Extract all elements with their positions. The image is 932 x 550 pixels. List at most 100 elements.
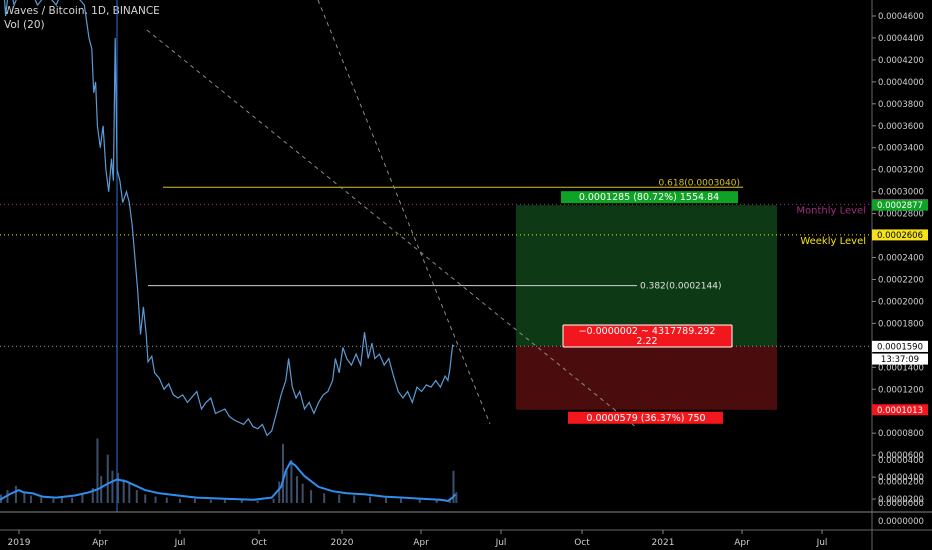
volume-bar (193, 498, 196, 503)
y-tick-label: 0.0004600 (878, 12, 924, 22)
x-tick-label: Jul (174, 538, 186, 548)
position-info-box[interactable] (562, 324, 733, 348)
volume-bar (122, 479, 125, 503)
volume-bar (81, 493, 84, 503)
trendline-short[interactable] (146, 29, 638, 429)
x-tick-label: Jul (816, 538, 828, 548)
y-tick-label: 0.0001400 (878, 363, 924, 373)
y-tick-label: 0.0004400 (878, 34, 924, 44)
price-axis-tag-text: 0.0002606 (877, 231, 923, 241)
x-tick-label: Apr (92, 538, 108, 548)
x-tick-label: 2020 (331, 538, 354, 548)
x-tick-label: Oct (574, 538, 590, 548)
volume-bar (14, 485, 17, 503)
fib-382-label: 0.382(0.0002144) (640, 282, 721, 292)
volume-bar (435, 499, 438, 503)
trendline-steep[interactable] (317, 0, 491, 425)
x-tick-label: Oct (251, 538, 267, 548)
volume-bar (272, 498, 275, 503)
fib-618-label: 0.618(0.0003040) (659, 178, 740, 188)
volume-bar (240, 499, 243, 503)
volume-bar (256, 500, 259, 503)
volume-bar (144, 494, 147, 503)
volume-bar (452, 470, 455, 503)
price-series-line[interactable] (0, 0, 455, 437)
volume-bar (338, 494, 341, 503)
volume-bar (323, 493, 326, 503)
weekly-level-label: Weekly Level (800, 236, 866, 247)
price-axis-tag[interactable] (872, 340, 928, 352)
y-tick-label: 0.0003200 (878, 166, 924, 176)
price-axis-tag[interactable] (872, 404, 928, 416)
chart-symbol-title: Waves / Bitcoin, 1D, BINANCE (4, 5, 160, 17)
volume-bar (301, 483, 304, 503)
y-tick-label: 0.0000200 (878, 495, 924, 505)
volume-bar (165, 497, 168, 503)
volume-bar (400, 498, 403, 503)
x-tick-label: 2021 (652, 538, 675, 548)
volume-bar (111, 470, 114, 503)
price-axis-tag[interactable] (872, 199, 928, 211)
target-label: 0.0001285 (80.72%) 1554.84 (579, 192, 719, 203)
price-axis-tag-text: 0.0001013 (877, 406, 923, 416)
price-axis-tag[interactable] (872, 229, 928, 241)
volume-bar (100, 476, 103, 503)
y-tick-label: 0.0000800 (878, 429, 924, 439)
y-tick-label: 0.0003800 (878, 100, 924, 110)
volume-bar (135, 490, 138, 503)
volume-bar (128, 483, 131, 503)
volume-bar (40, 497, 43, 503)
x-tick-label: Apr (734, 538, 750, 548)
volume-bar (106, 454, 109, 503)
volume-bar (448, 498, 451, 503)
x-tick-label: Apr (413, 538, 429, 548)
stop-label: 0.0000579 (36.37%) 750 (586, 413, 705, 424)
volume-bar (117, 472, 120, 503)
volume-bar (290, 460, 293, 503)
volume-bar (281, 443, 284, 503)
volume-ma-line[interactable] (0, 460, 457, 502)
volume-tick-label: 0.0000400 (878, 456, 924, 466)
volume-bar (29, 495, 32, 503)
profit-zone[interactable] (516, 205, 777, 347)
volume-tick-label: 0.0000000 (878, 499, 924, 509)
price-axis-tag-text: 0.0001590 (877, 342, 923, 352)
volume-bar (178, 498, 181, 503)
volume-bar (23, 493, 26, 503)
y-tick-label: 0.0001200 (878, 385, 924, 395)
y-tick-label: 0.0004000 (878, 78, 924, 88)
volume-bar (71, 497, 74, 503)
y-tick-label: 0.0003000 (878, 188, 924, 198)
position-info-line2: 2.22 (636, 336, 657, 347)
volume-bar (60, 496, 63, 503)
volume-bar (310, 490, 313, 503)
y-tick-label: 0.0002800 (878, 210, 924, 220)
volume-bar (353, 495, 356, 503)
target-label-box[interactable] (561, 191, 738, 204)
volume-bar (285, 470, 288, 503)
volume-pane-zero-label: 0.0000000 (878, 517, 924, 527)
volume-bar (223, 499, 226, 503)
y-tick-label: 0.0001800 (878, 319, 924, 329)
volume-indicator-label[interactable]: Vol (20) (4, 19, 45, 31)
volume-bar (296, 476, 299, 503)
x-tick-label: Jul (495, 538, 507, 548)
volume-bar (385, 497, 388, 503)
stop-label-box[interactable] (568, 411, 723, 424)
volume-bar (209, 499, 212, 503)
loss-zone[interactable] (516, 346, 777, 410)
volume-bar (52, 498, 55, 503)
y-tick-label: 0.0000400 (878, 473, 924, 483)
y-tick-label: 0.0002200 (878, 275, 924, 285)
y-tick-label: 0.0000600 (878, 451, 924, 461)
position-info-line1: −0.0000002 ~ 4317789.292 (579, 326, 716, 337)
volume-bar (418, 498, 421, 503)
y-tick-label: 0.0003600 (878, 122, 924, 132)
price-axis-tag-text: 0.0002877 (877, 201, 923, 211)
volume-bar (455, 492, 458, 503)
monthly-level-label: Monthly Level (796, 205, 866, 216)
price-axis-tag[interactable] (872, 353, 928, 365)
volume-bar (96, 438, 99, 503)
volume-tick-label: 0.0000200 (878, 478, 924, 488)
